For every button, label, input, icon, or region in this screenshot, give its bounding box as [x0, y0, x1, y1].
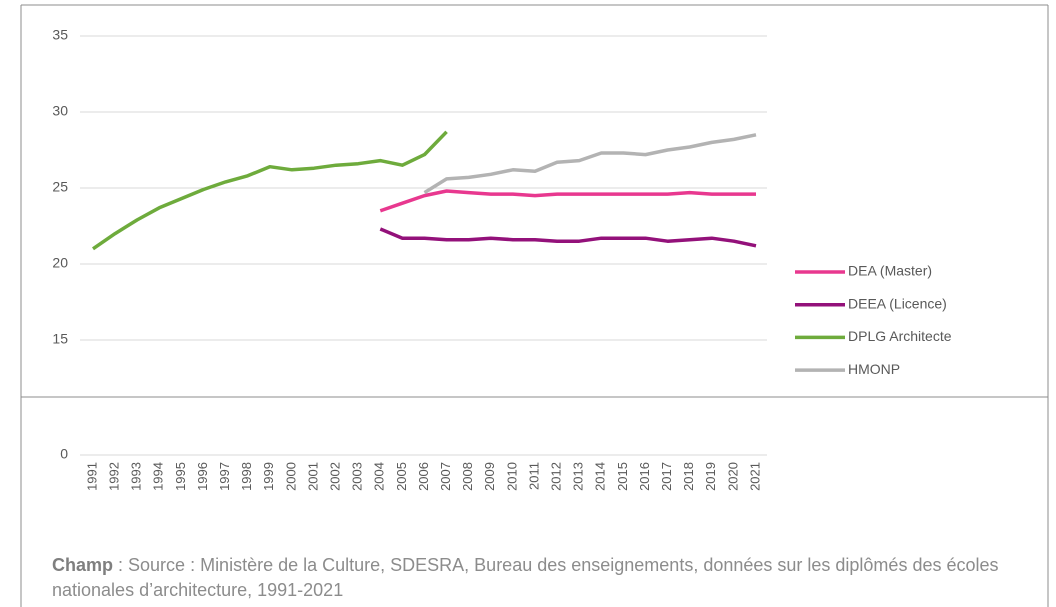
series-line: [92, 130, 448, 251]
legend-label: DEEA (Licence): [848, 295, 947, 311]
x-tick-label: 2016: [637, 462, 652, 491]
x-tick-label: 2009: [482, 462, 497, 491]
x-tick-label: 2010: [504, 462, 519, 491]
x-tick-label: 2005: [394, 462, 409, 491]
x-tick-label: 1995: [173, 462, 188, 491]
series-line: [379, 189, 756, 213]
legend-label: DPLG Architecte: [848, 328, 952, 344]
x-tick-label: 2012: [549, 462, 564, 491]
x-tick-label: 1992: [107, 462, 122, 491]
x-tick-label: 2021: [747, 462, 762, 491]
x-tick-label: 2011: [526, 462, 541, 490]
y-tick-label: 25: [52, 179, 68, 195]
source-note: Champ : Source : Ministère de la Culture…: [52, 553, 1052, 603]
x-tick-label: 2018: [681, 462, 696, 491]
x-tick-label: 2001: [305, 462, 320, 491]
x-tick-label: 2004: [372, 462, 387, 491]
x-tick-label: 1996: [195, 462, 210, 491]
x-tick-label: 1997: [217, 462, 232, 491]
source-label: Champ: [52, 555, 114, 575]
x-tick-label: 2007: [438, 462, 453, 491]
legend-label: DEA (Master): [848, 263, 932, 279]
series-line: [379, 227, 757, 248]
y-tick-label: 35: [52, 27, 68, 43]
x-tick-label: 1994: [151, 462, 166, 491]
x-tick-label: 2014: [593, 462, 608, 491]
x-tick-label: 1999: [261, 462, 276, 491]
x-tick-label: 2008: [460, 462, 475, 491]
x-tick-label: 2002: [328, 462, 343, 491]
x-tick-label: 2006: [416, 462, 431, 491]
x-tick-label: 2000: [283, 462, 298, 491]
legend-label: HMONP: [848, 361, 900, 377]
x-tick-label: 1993: [129, 462, 144, 491]
y-tick-label: 15: [52, 331, 68, 347]
x-tick-label: 2019: [703, 462, 718, 491]
x-tick-label: 1998: [239, 462, 254, 491]
x-tick-label: 2017: [659, 462, 674, 491]
source-text: : Source : Ministère de la Culture, SDES…: [52, 555, 999, 600]
y-tick-label: 0: [60, 446, 68, 462]
x-tick-label: 2020: [725, 462, 740, 491]
y-tick-label: 30: [52, 103, 68, 119]
x-tick-label: 2015: [615, 462, 630, 491]
y-tick-label: 20: [52, 255, 68, 271]
x-tick-label: 2003: [350, 462, 365, 491]
x-tick-label: 1991: [84, 462, 99, 491]
series-line: [423, 133, 757, 195]
x-tick-label: 2013: [571, 462, 586, 491]
